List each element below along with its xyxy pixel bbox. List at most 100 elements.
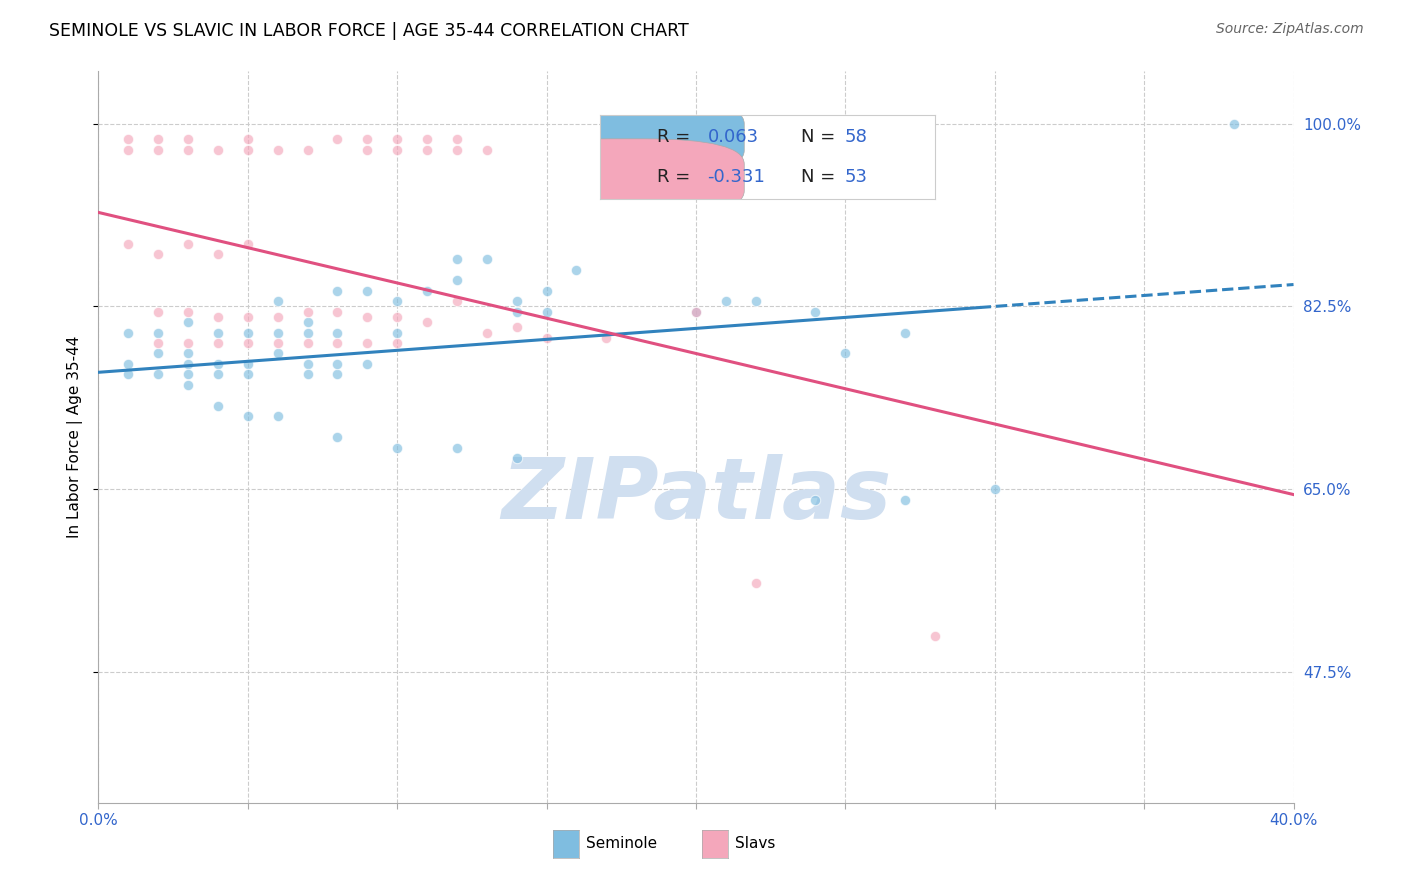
Point — [148, 336, 170, 351]
Point — [117, 236, 139, 251]
Point — [117, 357, 139, 371]
Point — [446, 132, 468, 146]
Point — [267, 346, 290, 360]
Point — [685, 304, 707, 318]
Point — [326, 368, 349, 382]
Point — [207, 247, 229, 261]
Point — [385, 132, 409, 146]
Point — [326, 430, 349, 444]
Point — [267, 409, 290, 424]
Point — [177, 346, 200, 360]
Point — [894, 492, 917, 507]
Point — [207, 310, 229, 324]
Point — [506, 304, 529, 318]
Point — [148, 346, 170, 360]
Point — [236, 357, 259, 371]
Point — [356, 310, 378, 324]
Point — [297, 357, 319, 371]
Point — [416, 143, 439, 157]
Point — [385, 143, 409, 157]
Point — [236, 310, 259, 324]
Point — [714, 294, 737, 309]
Point — [536, 331, 558, 345]
Text: Source: ZipAtlas.com: Source: ZipAtlas.com — [1216, 22, 1364, 37]
Point — [385, 336, 409, 351]
Point — [326, 336, 349, 351]
Point — [326, 284, 349, 298]
Y-axis label: In Labor Force | Age 35-44: In Labor Force | Age 35-44 — [67, 336, 83, 538]
Point — [356, 132, 378, 146]
Point — [236, 368, 259, 382]
Point — [595, 331, 617, 345]
Point — [207, 399, 229, 413]
Point — [236, 409, 259, 424]
Point — [148, 143, 170, 157]
Point — [834, 346, 856, 360]
Point — [446, 143, 468, 157]
Point — [446, 273, 468, 287]
Point — [385, 441, 409, 455]
Point — [236, 132, 259, 146]
Point — [446, 252, 468, 267]
Point — [148, 132, 170, 146]
Point — [745, 576, 768, 591]
Point — [177, 357, 200, 371]
Point — [565, 263, 588, 277]
Point — [326, 304, 349, 318]
Point — [536, 284, 558, 298]
Point — [326, 326, 349, 340]
Point — [685, 304, 707, 318]
Point — [745, 294, 768, 309]
Point — [207, 368, 229, 382]
Point — [804, 304, 827, 318]
Point — [506, 294, 529, 309]
Text: Seminole: Seminole — [586, 837, 657, 851]
Point — [984, 483, 1007, 497]
Text: Slavs: Slavs — [735, 837, 776, 851]
Point — [207, 326, 229, 340]
Point — [506, 320, 529, 334]
Point — [326, 357, 349, 371]
Point — [475, 326, 498, 340]
Point — [267, 326, 290, 340]
Point — [297, 143, 319, 157]
Point — [207, 357, 229, 371]
Point — [236, 143, 259, 157]
Point — [267, 310, 290, 324]
Point — [416, 132, 439, 146]
Point — [177, 304, 200, 318]
Point — [924, 629, 946, 643]
Point — [207, 143, 229, 157]
Point — [177, 315, 200, 329]
Point — [297, 336, 319, 351]
Point — [148, 247, 170, 261]
Point — [356, 336, 378, 351]
Point — [117, 368, 139, 382]
Point — [297, 326, 319, 340]
Point — [326, 132, 349, 146]
Point — [177, 377, 200, 392]
Point — [385, 294, 409, 309]
Point — [356, 284, 378, 298]
Text: ZIPatlas: ZIPatlas — [501, 454, 891, 537]
Point — [267, 336, 290, 351]
Point — [385, 326, 409, 340]
Point — [536, 304, 558, 318]
Point — [416, 315, 439, 329]
Point — [148, 326, 170, 340]
Point — [177, 143, 200, 157]
Point — [506, 450, 529, 465]
Point — [804, 492, 827, 507]
Point — [117, 143, 139, 157]
Point — [297, 315, 319, 329]
Point — [267, 143, 290, 157]
Point — [475, 143, 498, 157]
Point — [297, 304, 319, 318]
Point — [894, 326, 917, 340]
Point — [148, 304, 170, 318]
Point — [416, 284, 439, 298]
Point — [267, 294, 290, 309]
Point — [148, 368, 170, 382]
Point — [385, 310, 409, 324]
Text: SEMINOLE VS SLAVIC IN LABOR FORCE | AGE 35-44 CORRELATION CHART: SEMINOLE VS SLAVIC IN LABOR FORCE | AGE … — [49, 22, 689, 40]
